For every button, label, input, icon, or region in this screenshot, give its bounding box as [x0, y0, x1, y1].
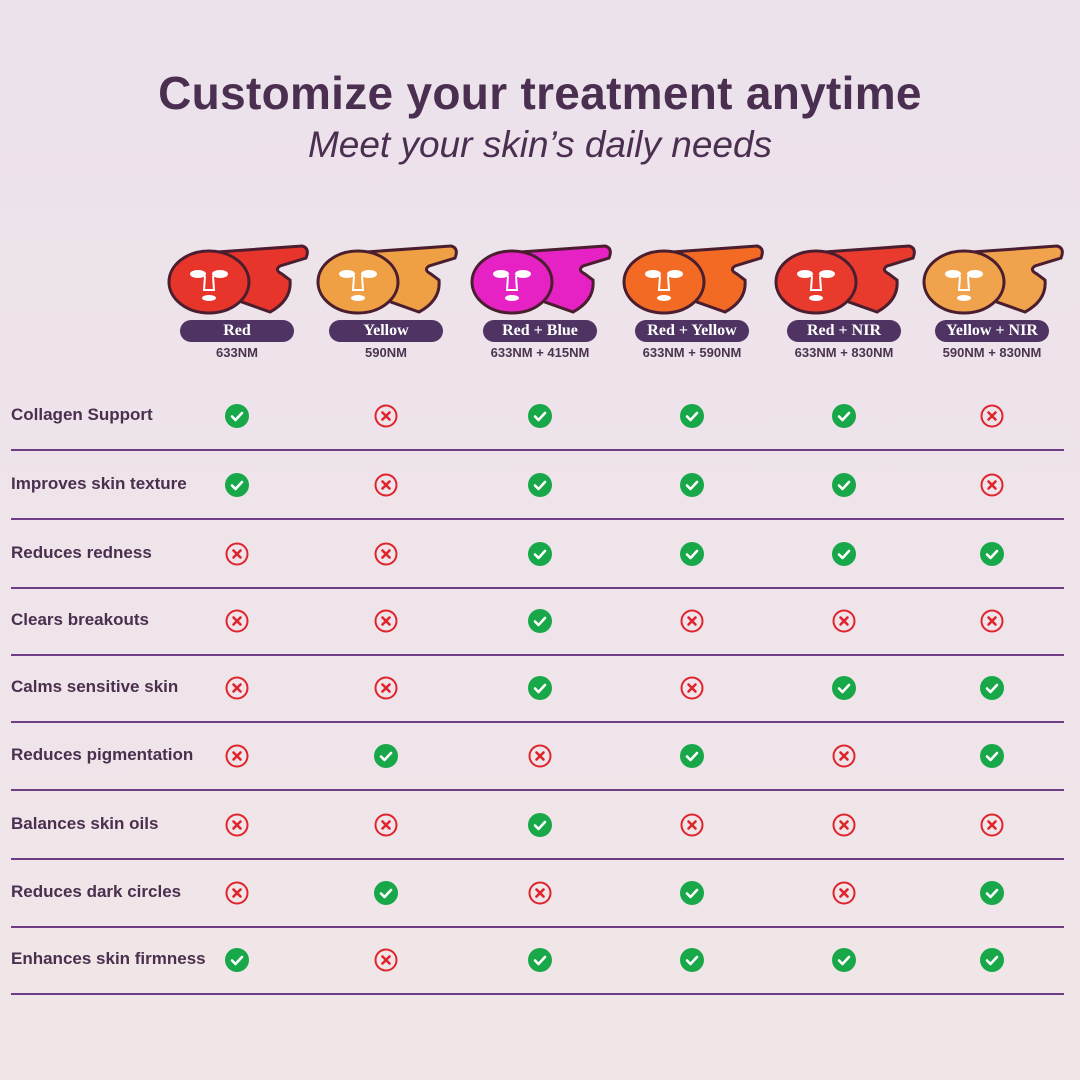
cross-icon [374, 473, 398, 497]
cross-icon [225, 813, 249, 837]
row-label: Reduces dark circles [11, 882, 182, 901]
cross-icon [980, 813, 1004, 837]
check-icon [225, 473, 249, 497]
row-label: Calms sensitive skin [11, 677, 179, 696]
row-label: Balances skin oils [11, 814, 159, 833]
column-header: Red + NIR 633NM + 830NM [769, 240, 919, 360]
check-icon [832, 676, 856, 700]
check-icon [528, 473, 552, 497]
check-icon [980, 744, 1004, 768]
check-icon [680, 744, 704, 768]
check-icon [528, 813, 552, 837]
cross-icon [225, 744, 249, 768]
cross-icon [980, 609, 1004, 633]
check-icon [528, 609, 552, 633]
column-label: Yellow + NIR [935, 320, 1049, 342]
led-mask-image [316, 244, 458, 315]
cross-icon [528, 744, 552, 768]
row-divider [11, 789, 1064, 791]
column-header: Yellow + NIR 590NM + 830NM [917, 240, 1067, 360]
column-label: Red + Blue [483, 320, 597, 342]
row-divider [11, 858, 1064, 860]
cross-icon [225, 542, 249, 566]
cross-icon [980, 473, 1004, 497]
row-divider [11, 449, 1064, 451]
row-label: Clears breakouts [11, 610, 149, 629]
cross-icon [832, 609, 856, 633]
page-title: Customize your treatment anytime [158, 67, 922, 119]
column-wavelength: 633NM [216, 345, 258, 360]
row-divider [11, 993, 1064, 995]
cross-icon [680, 676, 704, 700]
column-wavelength: 633NM + 415NM [490, 345, 590, 360]
check-icon [832, 473, 856, 497]
check-icon [980, 881, 1004, 905]
check-icon [832, 542, 856, 566]
cross-icon [832, 813, 856, 837]
cross-icon [374, 813, 398, 837]
cross-icon [832, 881, 856, 905]
column-wavelength: 590NM + 830NM [942, 345, 1042, 360]
row-label: Improves skin texture [11, 474, 187, 493]
cross-icon [225, 609, 249, 633]
cross-icon [374, 542, 398, 566]
cross-icon [374, 404, 398, 428]
check-icon [680, 473, 704, 497]
check-icon [528, 676, 552, 700]
cross-icon [680, 609, 704, 633]
page-subtitle: Meet your skin’s daily needs [307, 124, 773, 165]
cross-icon [528, 881, 552, 905]
cross-icon [374, 948, 398, 972]
row-divider [11, 518, 1064, 520]
led-mask-image [774, 244, 916, 315]
check-icon [832, 948, 856, 972]
led-mask-image [622, 244, 764, 315]
column-wavelength: 590NM [365, 345, 407, 360]
check-icon [980, 676, 1004, 700]
check-icon [528, 542, 552, 566]
row-divider [11, 926, 1064, 928]
column-label: Red + NIR [787, 320, 901, 342]
column-header: Red + Yellow 633NM + 590NM [617, 240, 767, 360]
cross-icon [374, 676, 398, 700]
column-label: Red [180, 320, 294, 342]
column-wavelength: 633NM + 590NM [642, 345, 742, 360]
check-icon [225, 404, 249, 428]
led-mask-image [470, 244, 612, 315]
row-label: Reduces redness [11, 543, 152, 562]
column-wavelength: 633NM + 830NM [794, 345, 894, 360]
led-mask-image [922, 244, 1064, 315]
column-header: Red 633NM [162, 240, 312, 360]
check-icon [528, 404, 552, 428]
column-header: Red + Blue 633NM + 415NM [465, 240, 615, 360]
check-icon [374, 881, 398, 905]
cross-icon [832, 744, 856, 768]
check-icon [980, 948, 1004, 972]
column-label: Yellow [329, 320, 443, 342]
cross-icon [680, 813, 704, 837]
column-header: Yellow 590NM [311, 240, 461, 360]
check-icon [680, 542, 704, 566]
check-icon [980, 542, 1004, 566]
led-mask-image [167, 244, 309, 315]
cross-icon [225, 676, 249, 700]
row-label: Reduces pigmentation [11, 745, 194, 764]
row-divider [11, 587, 1064, 589]
cross-icon [374, 609, 398, 633]
check-icon [528, 948, 552, 972]
row-divider [11, 654, 1064, 656]
check-icon [832, 404, 856, 428]
check-icon [680, 404, 704, 428]
check-icon [374, 744, 398, 768]
cross-icon [225, 881, 249, 905]
check-icon [225, 948, 249, 972]
cross-icon [980, 404, 1004, 428]
check-icon [680, 881, 704, 905]
row-label: Enhances skin firmness [11, 949, 206, 968]
row-divider [11, 721, 1064, 723]
column-label: Red + Yellow [635, 320, 749, 342]
row-label: Collagen Support [11, 405, 153, 424]
check-icon [680, 948, 704, 972]
